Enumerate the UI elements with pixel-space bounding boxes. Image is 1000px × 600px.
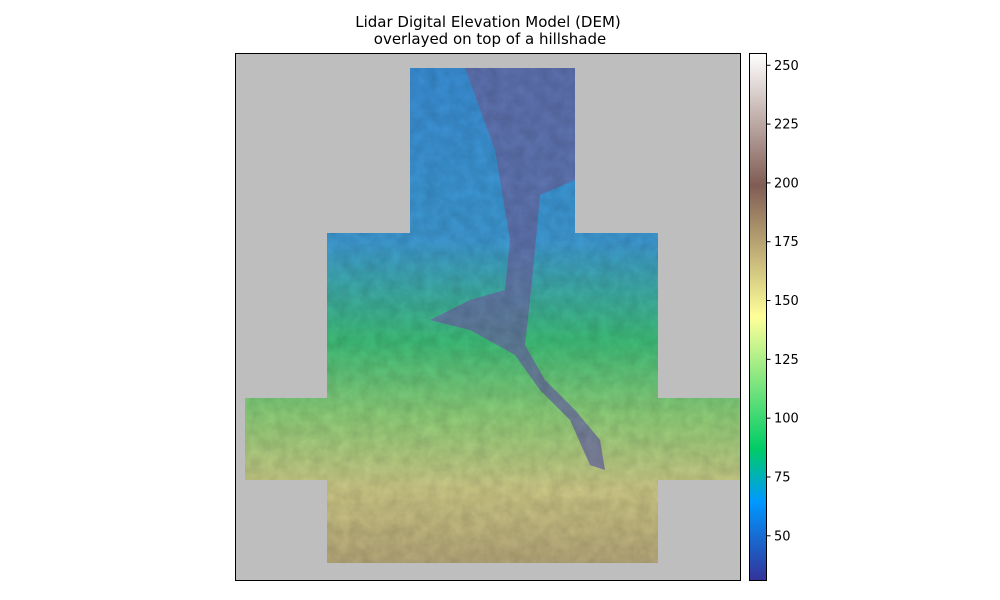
colorbar-tick-label: 150 [774, 294, 799, 309]
colorbar-tick-label: 225 [774, 118, 799, 133]
colorbar-tick-label: 50 [774, 529, 791, 544]
colorbar [749, 53, 767, 581]
river-valley [430, 68, 605, 470]
chart-subtitle: overlayed on top of a hillshade [374, 30, 606, 48]
colorbar-tick-label: 75 [774, 470, 791, 485]
colorbar-tick-label: 125 [774, 353, 799, 368]
colorbar-ticks: 50 75 100 125 150 175 200 225 250 [766, 59, 799, 544]
chart-title: Lidar Digital Elevation Model (DEM) [355, 13, 621, 31]
colorbar-tick-label: 250 [774, 59, 799, 74]
colorbar-tick-label: 175 [774, 235, 799, 250]
colorbar-tick-label: 200 [774, 176, 799, 191]
colorbar-tick-label: 100 [774, 412, 799, 427]
